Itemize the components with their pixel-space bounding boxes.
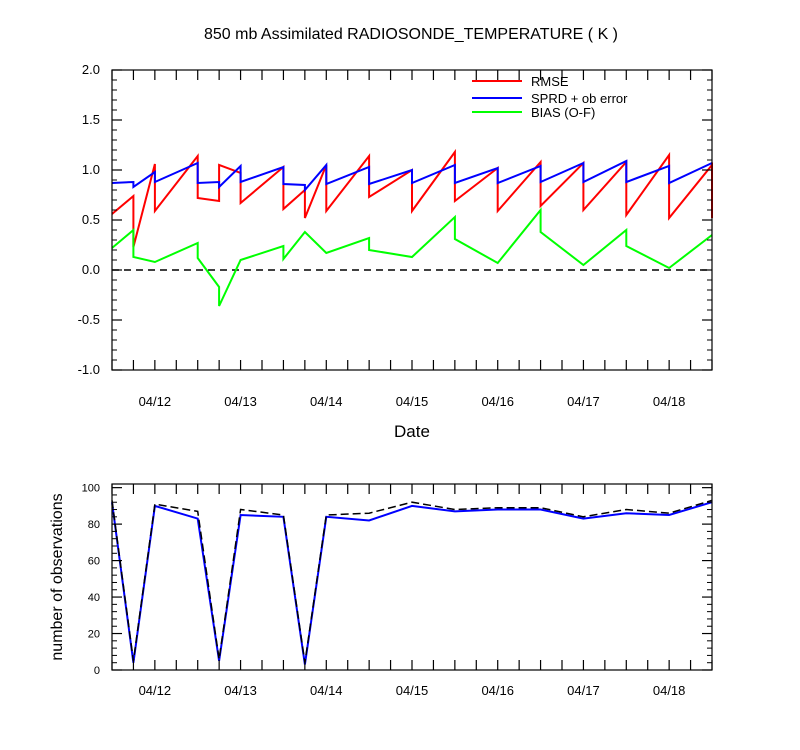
chart-title: 850 mb Assimilated RADIOSONDE_TEMPERATUR… [204,26,618,43]
top-xtick-label: 04/13 [224,394,257,409]
bottom-plot-frame [111,483,713,671]
top-ytick-label: -0.5 [78,312,100,327]
bottom-xtick-label: 04/17 [567,683,600,698]
top-xtick-label: 04/15 [396,394,429,409]
bottom-panel: 0 20 40 60 80 100 04/12 04/13 04/14 04/15 04/16 04/… [49,483,713,698]
bottom-xtick-label: 04/15 [396,683,429,698]
top-ytick-label: 2.0 [82,62,100,77]
x-axis-label: Date [394,422,430,441]
top-xtick-label: 04/18 [653,394,686,409]
legend: RMSE SPRD + ob error BIAS (O-F) [472,74,628,120]
bottom-series-possible [111,499,713,663]
bottom-ytick-label: 80 [88,519,100,531]
top-ytick-label: -1.0 [78,362,100,377]
y-axis-label-observations: number of observations [49,493,66,660]
top-ytick-label: 0.0 [82,262,100,277]
bottom-ytick-label: 100 [82,483,100,495]
top-ytick-label: 1.0 [82,162,100,177]
top-plot-frame [111,69,713,371]
legend-label-bias: BIAS (O-F) [531,105,595,120]
bottom-xtick-label: 04/13 [224,683,257,698]
top-xtick-label: 04/14 [310,394,343,409]
top-ytick-label: 0.5 [82,212,100,227]
bottom-xtick-label: 04/14 [310,683,343,698]
bottom-ytick-label: 0 [94,665,100,677]
top-series-bias-o-f [111,207,713,307]
bottom-series-used [111,501,713,665]
top-ytick-label: 1.5 [82,112,100,127]
top-xtick-label: 04/17 [567,394,600,409]
top-series-sprd-ob-error [111,159,713,193]
bottom-xtick-label: 04/12 [139,683,172,698]
bottom-xtick-label: 04/18 [653,683,686,698]
bottom-ytick-label: 60 [88,556,100,568]
bottom-xtick-label: 04/16 [481,683,514,698]
top-xtick-label: 04/12 [139,394,172,409]
legend-label-rmse: RMSE [531,74,569,89]
top-xtick-label: 04/16 [481,394,514,409]
bottom-ytick-label: 20 [88,629,100,641]
top-panel: -1.0 -0.5 0.0 0.5 1.0 1.5 2.0 04/12 04/13 04/14 04… [78,62,713,441]
legend-label-sprd: SPRD + ob error [531,91,628,106]
bottom-ytick-label: 40 [88,592,100,604]
